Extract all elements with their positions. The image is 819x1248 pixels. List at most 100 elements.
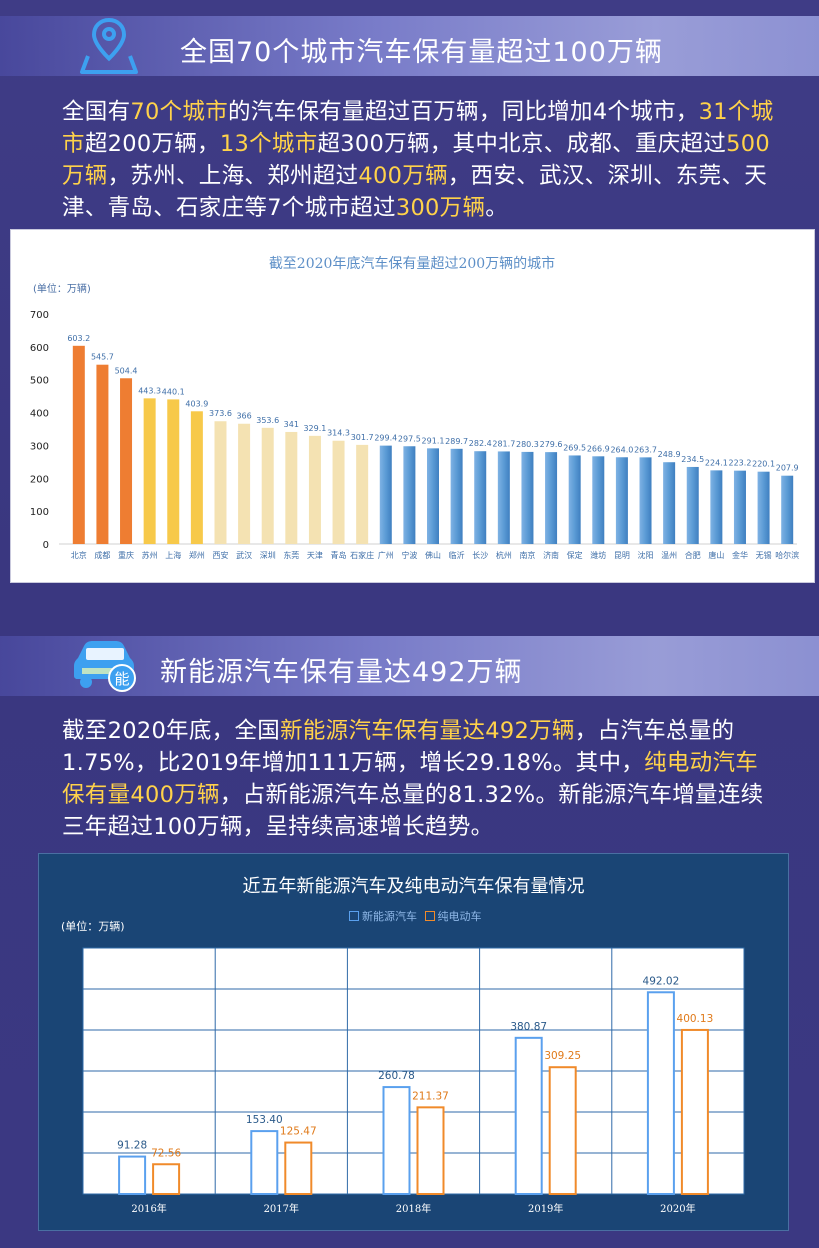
x-tick-label: 南京 bbox=[519, 550, 535, 560]
location-map-icon bbox=[80, 17, 138, 74]
y-axis-unit: (单位：万辆) bbox=[33, 282, 91, 295]
data-label: 153.40 bbox=[246, 1114, 283, 1126]
data-label: 269.5 bbox=[563, 443, 586, 452]
bar-纯电动车-2020年 bbox=[680, 1028, 709, 1195]
data-label: 266.9 bbox=[587, 444, 610, 453]
highlighted-text: 纯电动汽车保有量400万辆 bbox=[62, 750, 759, 808]
bar-西安 bbox=[214, 421, 227, 544]
y-tick-label: 0 bbox=[43, 540, 49, 551]
bar-合肥 bbox=[686, 466, 699, 544]
bar-金华 bbox=[733, 470, 746, 544]
x-tick-label: 2018年 bbox=[396, 1202, 431, 1215]
bar-保定 bbox=[568, 455, 581, 544]
bar-杭州 bbox=[497, 451, 510, 544]
bar-东莞 bbox=[285, 431, 298, 544]
highlighted-text: 新能源汽车保有量达492万辆 bbox=[280, 718, 575, 744]
data-label: 299.4 bbox=[374, 434, 397, 443]
data-label: 314.3 bbox=[327, 429, 350, 438]
data-label: 504.4 bbox=[115, 366, 138, 375]
bar-无锡 bbox=[757, 471, 770, 544]
city-ownership-chart-svg: 截至2020年底汽车保有量超过200万辆的城市 (单位：万辆) 0 100 200 300… bbox=[30, 255, 799, 560]
highlighted-text: 300万辆 bbox=[395, 195, 486, 221]
bar-武汉 bbox=[238, 423, 251, 544]
highlighted-text: 31个城市 bbox=[62, 99, 774, 157]
x-tick-label: 深圳 bbox=[260, 550, 276, 560]
data-label: 545.7 bbox=[91, 353, 114, 362]
x-tick-label: 济南 bbox=[543, 550, 559, 560]
data-label: 373.6 bbox=[209, 409, 232, 418]
bar-天津 bbox=[308, 435, 321, 544]
data-label: 224.1 bbox=[705, 458, 728, 467]
data-label: 91.28 bbox=[117, 1140, 147, 1152]
highlighted-text: 500万辆 bbox=[62, 131, 771, 189]
data-label: 234.5 bbox=[681, 455, 704, 464]
section1-header: 全国70个城市汽车保有量超过100万辆 bbox=[0, 8, 819, 84]
data-label: 289.7 bbox=[445, 437, 468, 446]
chart-unit: (单位：万辆) bbox=[61, 920, 125, 933]
highlighted-text: 13个城市 bbox=[219, 131, 318, 157]
data-label: 125.47 bbox=[280, 1126, 317, 1138]
section1-paragraph: 全国有70个城市的汽车保有量超过百万辆，同比增加4个城市，31个城市超200万辆… bbox=[62, 96, 774, 224]
plot-border bbox=[82, 947, 745, 1195]
bar-纯电动车-2017年 bbox=[284, 1141, 313, 1196]
bar-纯电动车-2018年 bbox=[416, 1106, 445, 1195]
legend-label-nev: 新能源汽车 bbox=[362, 910, 417, 923]
paragraph-text: 截至2020年底，全国 bbox=[62, 718, 281, 744]
bar-成都 bbox=[96, 364, 109, 544]
legend-swatch-nev bbox=[349, 911, 359, 921]
x-tick-label: 上海 bbox=[165, 550, 181, 560]
bar-昆明 bbox=[615, 457, 628, 544]
x-tick-label: 郑州 bbox=[189, 550, 205, 560]
bar-青岛 bbox=[332, 440, 345, 544]
bar-深圳 bbox=[261, 427, 274, 544]
x-tick-label: 潍坊 bbox=[590, 550, 606, 560]
city-ownership-chart: 截至2020年底汽车保有量超过200万辆的城市 (单位：万辆) 0 100 200 300… bbox=[10, 229, 815, 583]
bar-新能源汽车-2016年 bbox=[118, 1155, 147, 1195]
data-label: 603.2 bbox=[67, 334, 90, 343]
bar-广州 bbox=[379, 445, 392, 544]
header-band bbox=[0, 636, 819, 696]
chart-title: 近五年新能源汽车及纯电动汽车保有量情况 bbox=[242, 876, 585, 897]
x-tick-label: 佛山 bbox=[425, 550, 441, 560]
x-tick-label: 金华 bbox=[732, 550, 748, 560]
bar-苏州 bbox=[143, 398, 156, 544]
y-tick-label: 500 bbox=[30, 376, 49, 387]
bar-长沙 bbox=[474, 451, 487, 544]
paragraph-text: 的汽车保有量超过百万辆，同比增加4个城市， bbox=[228, 99, 699, 125]
bar-新能源汽车-2017年 bbox=[250, 1130, 279, 1195]
data-label: 223.2 bbox=[729, 459, 752, 468]
x-tick-label: 东莞 bbox=[283, 550, 299, 560]
legend-label-ev: 纯电动车 bbox=[437, 910, 482, 923]
x-tick-label: 临沂 bbox=[449, 550, 465, 560]
y-tick-label: 600 bbox=[30, 343, 49, 354]
x-tick-label: 2019年 bbox=[528, 1202, 563, 1215]
data-label: 403.9 bbox=[185, 399, 208, 408]
bar-上海 bbox=[167, 399, 180, 544]
x-tick-label: 苏州 bbox=[142, 550, 158, 560]
x-tick-label: 保定 bbox=[567, 550, 583, 560]
x-tick-label: 2020年 bbox=[660, 1202, 695, 1215]
x-tick-label: 无锡 bbox=[756, 551, 772, 560]
bar-新能源汽车-2019年 bbox=[514, 1036, 543, 1195]
data-label: 443.3 bbox=[138, 386, 161, 395]
data-label: 264.0 bbox=[610, 445, 633, 454]
y-tick-label: 200 bbox=[30, 474, 49, 485]
data-label: 207.9 bbox=[776, 464, 799, 473]
bar-石家庄 bbox=[356, 444, 369, 544]
bar-佛山 bbox=[427, 448, 439, 544]
header-band bbox=[0, 16, 819, 76]
x-tick-label: 沈阳 bbox=[638, 550, 654, 560]
bar-纯电动车-2016年 bbox=[152, 1163, 181, 1195]
x-tick-label: 西安 bbox=[212, 550, 228, 560]
bar-济南 bbox=[545, 452, 558, 544]
paragraph-text: 。 bbox=[485, 195, 509, 221]
bar-临沂 bbox=[450, 448, 463, 544]
x-tick-label: 广州 bbox=[378, 550, 394, 560]
bar-沈阳 bbox=[639, 457, 652, 544]
bar-新能源汽车-2020年 bbox=[646, 991, 675, 1195]
x-tick-label: 石家庄 bbox=[350, 550, 374, 560]
data-label: 492.02 bbox=[643, 975, 680, 987]
paragraph-text: ，西安、武汉、深圳、东莞、天津、青岛、石家庄等7个城市超过 bbox=[62, 163, 768, 221]
y-tick-label: 400 bbox=[30, 409, 49, 420]
